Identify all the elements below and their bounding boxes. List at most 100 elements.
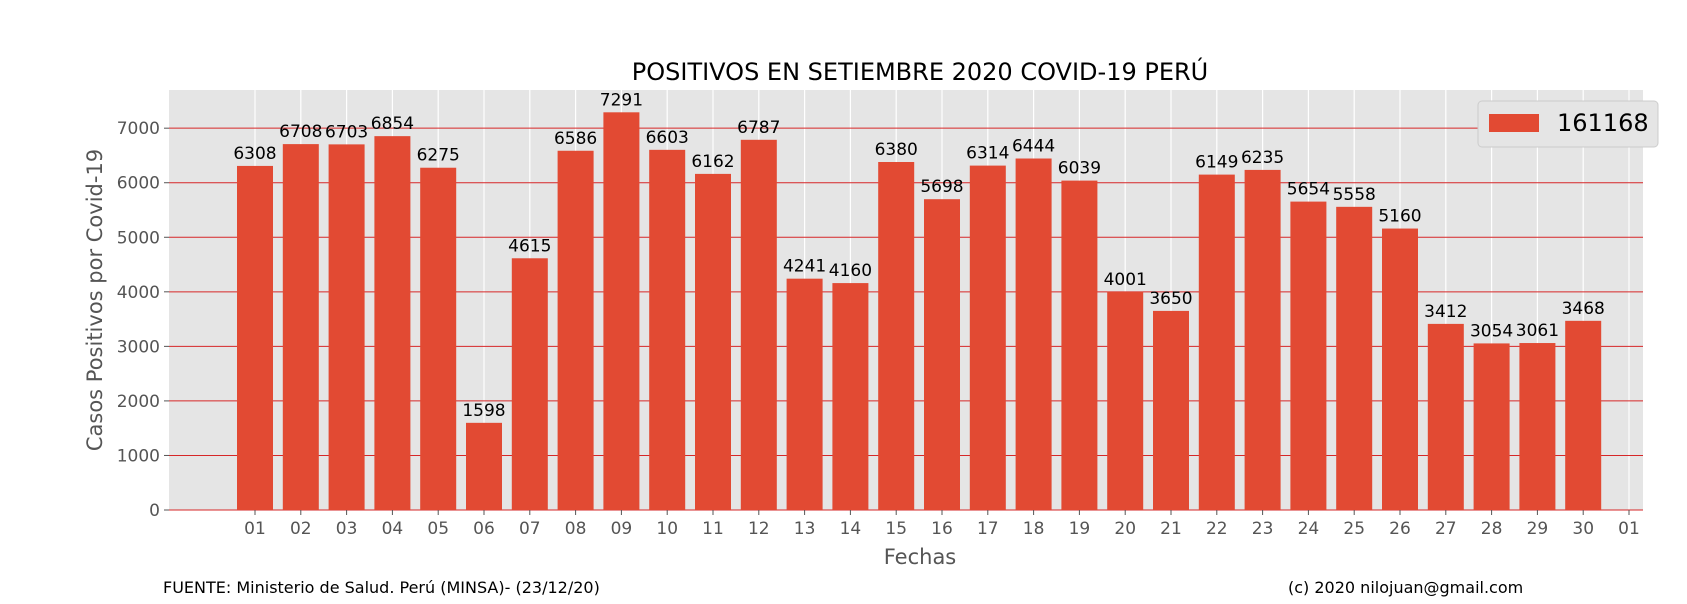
bar-value-label: 3468 (1562, 299, 1605, 319)
x-tick-label: 07 (519, 519, 541, 539)
x-tick-label: 19 (1069, 519, 1091, 539)
x-tick-label: 06 (473, 519, 495, 539)
bar (374, 136, 411, 511)
x-tick-label: 17 (977, 519, 999, 539)
bar (420, 167, 457, 510)
bar (603, 112, 640, 511)
x-tick-label: 22 (1206, 519, 1228, 539)
legend-label: 161168 (1557, 109, 1649, 137)
x-tick-label: 25 (1343, 519, 1365, 539)
y-tick-label: 1000 (117, 446, 160, 466)
bar-value-label: 6586 (554, 129, 597, 149)
y-axis-title: Casos Positivos por Covid-19 (83, 149, 107, 451)
x-ticks-layer: 01 02 03 04 05 06 07 08 09 10 11 12 13 14 15 16 17 18 19 20… (244, 510, 1640, 539)
bar-value-label: 6787 (737, 118, 780, 138)
x-tick-label: 04 (382, 519, 404, 539)
bar-value-label: 3650 (1149, 289, 1192, 309)
bar (282, 144, 319, 511)
bar-value-label: 4160 (829, 261, 872, 281)
bar (1290, 201, 1327, 510)
x-tick-label: 01 (1618, 519, 1640, 539)
bar-value-label: 5654 (1287, 180, 1330, 200)
x-tick-label: 18 (1023, 519, 1045, 539)
bar-value-label: 3412 (1424, 302, 1467, 322)
y-tick-label: 4000 (117, 283, 160, 303)
x-tick-label: 16 (931, 519, 953, 539)
bar (557, 150, 594, 510)
x-tick-label: 15 (885, 519, 907, 539)
bar-value-label: 6444 (1012, 137, 1055, 157)
x-tick-label: 08 (565, 519, 587, 539)
x-tick-label: 30 (1572, 519, 1594, 539)
bar-value-label: 6703 (325, 122, 368, 142)
bar (832, 283, 869, 510)
x-tick-label: 12 (748, 519, 770, 539)
bar-value-label: 7291 (600, 90, 643, 110)
bar (924, 199, 960, 510)
bar (1153, 310, 1189, 510)
bars-layer (237, 112, 1602, 511)
bar (1382, 228, 1418, 510)
bar (1336, 206, 1373, 510)
x-tick-label: 05 (427, 519, 449, 539)
x-tick-label: 20 (1114, 519, 1136, 539)
bar (878, 162, 915, 510)
bar-value-label: 6308 (233, 144, 276, 164)
bar (695, 173, 731, 510)
bar-value-label: 6275 (417, 146, 460, 166)
bar (740, 139, 777, 511)
x-tick-label: 13 (794, 519, 816, 539)
bar-value-label: 3054 (1470, 321, 1513, 341)
x-tick-label: 26 (1389, 519, 1411, 539)
y-tick-label: 3000 (117, 337, 160, 357)
x-tick-label: 03 (336, 519, 358, 539)
bar (969, 165, 1006, 510)
x-tick-label: 28 (1481, 519, 1503, 539)
legend-box (1477, 100, 1659, 148)
x-tick-label: 11 (702, 519, 724, 539)
bar-value-label: 4241 (783, 257, 826, 277)
x-tick-label: 02 (290, 519, 312, 539)
x-tick-label: 27 (1435, 519, 1457, 539)
bar (1473, 343, 1510, 510)
bar-value-label: 6235 (1241, 148, 1284, 168)
bar-value-label: 5558 (1333, 185, 1376, 205)
x-tick-label: 24 (1298, 519, 1320, 539)
bar (1427, 323, 1464, 510)
bar (1015, 158, 1052, 510)
x-tick-label: 14 (840, 519, 862, 539)
x-tick-label: 09 (611, 519, 633, 539)
legend: 161168 (1477, 100, 1659, 148)
bar (1107, 291, 1144, 510)
bar (1244, 169, 1281, 510)
bar-value-label: 6162 (691, 152, 734, 172)
y-tick-label: 0 (149, 501, 160, 521)
y-tick-label: 2000 (117, 392, 160, 412)
bar (1198, 174, 1235, 510)
x-tick-label: 01 (244, 519, 266, 539)
legend-swatch (1489, 114, 1539, 132)
bar (1519, 343, 1556, 510)
bar (466, 422, 502, 510)
footer-source: FUENTE: Ministerio de Salud. Perú (MINSA… (163, 578, 600, 597)
bar-value-label: 6314 (966, 144, 1009, 164)
bar-value-label: 4001 (1104, 270, 1147, 290)
bar-value-label: 6708 (279, 122, 322, 142)
chart-title: POSITIVOS EN SETIEMBRE 2020 COVID-19 PER… (632, 56, 1208, 86)
x-tick-label: 29 (1527, 519, 1549, 539)
bar (237, 165, 273, 510)
x-tick-label: 23 (1252, 519, 1274, 539)
bar-value-label: 6380 (875, 140, 918, 160)
bar (511, 258, 548, 510)
x-tick-label: 21 (1160, 519, 1182, 539)
x-axis-title: Fechas (884, 545, 957, 569)
bar (786, 278, 823, 510)
bar-value-label: 6854 (371, 114, 414, 134)
y-tick-label: 6000 (117, 174, 160, 194)
y-tick-label: 5000 (117, 228, 160, 248)
footer-credit: (c) 2020 nilojuan@gmail.com (1288, 578, 1523, 597)
bar-value-label: 1598 (462, 401, 505, 421)
